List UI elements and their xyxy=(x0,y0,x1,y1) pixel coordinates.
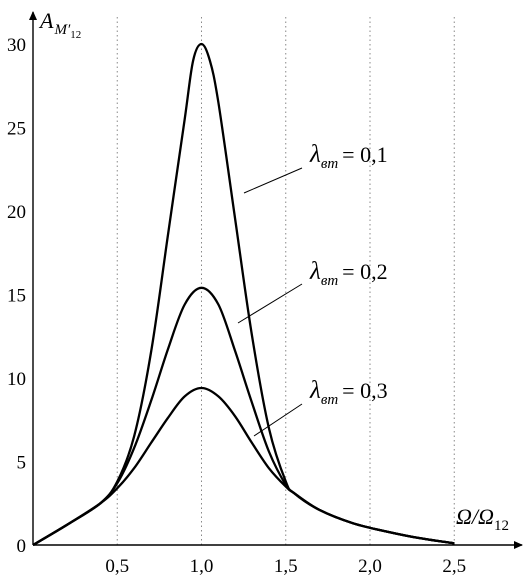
series-label-1: λвт = 0,1 xyxy=(309,141,388,172)
x-tick-labels: 0,5 1,0 1,5 2,0 2,5 xyxy=(105,556,466,577)
series-line-1 xyxy=(32,42,455,546)
leader-line xyxy=(253,403,303,437)
y-tick-labels: 0 5 10 15 20 25 30 xyxy=(7,35,26,557)
leader-line xyxy=(237,283,303,324)
y-tick-label: 10 xyxy=(7,369,26,390)
y-tick-label: 25 xyxy=(7,119,26,140)
y-tick-label: 0 xyxy=(17,536,27,557)
series-label-3: λвт = 0,3 xyxy=(309,377,388,408)
y-axis-title: AM′12 xyxy=(38,8,81,41)
series-line-3 xyxy=(32,386,455,546)
x-tick-label: 0,5 xyxy=(105,556,129,577)
leader-line xyxy=(243,167,303,194)
y-tick-label: 5 xyxy=(17,453,27,474)
x-axis-title: Ω/Ω12 xyxy=(456,504,509,534)
y-tick-label: 30 xyxy=(7,35,26,56)
x-tick-label: 2,0 xyxy=(358,556,382,577)
series-label-2: λвт = 0,2 xyxy=(309,258,388,289)
grid-lines xyxy=(116,15,455,545)
x-tick-label: 1,5 xyxy=(274,556,298,577)
series-labels: λвт = 0,1 λвт = 0,2 λвт = 0,3 xyxy=(237,141,388,437)
y-tick-label: 15 xyxy=(7,286,26,307)
series-lines xyxy=(32,42,455,546)
x-tick-label: 1,0 xyxy=(190,556,214,577)
y-tick-label: 20 xyxy=(7,202,26,223)
x-tick-label: 2,5 xyxy=(442,556,466,577)
